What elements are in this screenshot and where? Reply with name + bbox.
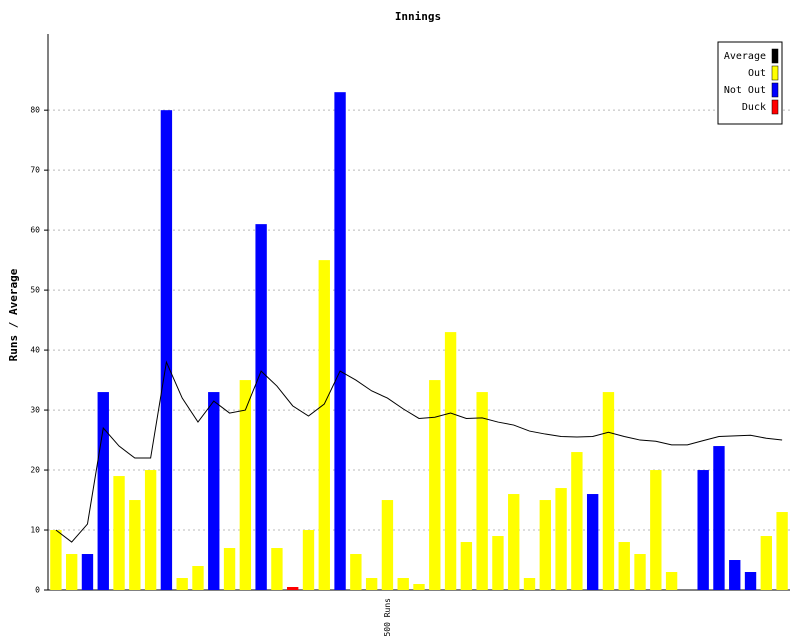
bar	[602, 392, 615, 590]
bar	[618, 542, 630, 590]
bar	[492, 536, 504, 590]
bar	[302, 530, 315, 590]
bar	[255, 224, 267, 591]
y-tick-label: 40	[30, 346, 40, 355]
bar	[523, 578, 536, 590]
bar	[160, 110, 173, 590]
bar	[571, 452, 583, 590]
bar	[129, 500, 141, 590]
legend-swatch	[771, 82, 779, 98]
y-tick-label: 20	[30, 466, 40, 475]
legend-label: Not Out	[724, 85, 766, 96]
bar	[318, 260, 330, 590]
legend-box	[717, 41, 783, 125]
bar	[760, 536, 773, 590]
bar	[508, 494, 520, 590]
bar	[239, 380, 252, 590]
y-tick-label: 10	[30, 526, 40, 535]
bar	[223, 548, 236, 590]
legend-label: Duck	[742, 102, 766, 113]
bar	[776, 512, 788, 590]
bar	[460, 542, 473, 590]
bar	[697, 470, 709, 590]
bar	[144, 470, 157, 590]
bar	[555, 488, 567, 590]
chart-title: Innings	[395, 10, 441, 23]
bar	[729, 560, 741, 590]
y-tick-label: 0	[35, 586, 40, 595]
bar	[650, 470, 662, 590]
bar	[113, 476, 125, 590]
legend-swatch	[771, 48, 779, 64]
bar	[50, 530, 62, 590]
y-tick-label: 50	[30, 286, 40, 295]
bar	[208, 392, 220, 590]
x-tick-label: 500 Runs	[383, 598, 392, 637]
bar	[634, 554, 646, 590]
bar	[397, 578, 409, 590]
y-tick-label: 60	[30, 226, 40, 235]
bar	[476, 392, 488, 590]
bar	[713, 446, 725, 590]
bar	[350, 554, 362, 590]
bar	[334, 92, 346, 590]
bar	[413, 584, 425, 590]
y-axis-label: Runs / Average	[7, 268, 20, 361]
bar	[429, 380, 441, 590]
bar	[65, 554, 78, 590]
bar	[381, 500, 394, 590]
bar	[192, 566, 204, 590]
bar	[586, 494, 599, 590]
legend-swatch	[771, 99, 779, 115]
legend-label: Average	[724, 51, 766, 62]
bar	[97, 392, 109, 590]
legend-label: Out	[748, 68, 766, 79]
bar	[81, 554, 94, 590]
bar	[271, 548, 283, 590]
legend-swatch	[771, 65, 779, 81]
bar	[444, 332, 457, 590]
y-tick-label: 30	[30, 406, 40, 415]
average-line	[55, 360, 783, 543]
bar	[287, 587, 299, 590]
bar	[539, 500, 551, 590]
bar	[665, 572, 678, 590]
y-tick-label: 80	[30, 106, 40, 115]
bar	[176, 578, 188, 590]
bar	[744, 572, 757, 590]
bar	[365, 578, 378, 590]
y-tick-label: 70	[30, 166, 40, 175]
